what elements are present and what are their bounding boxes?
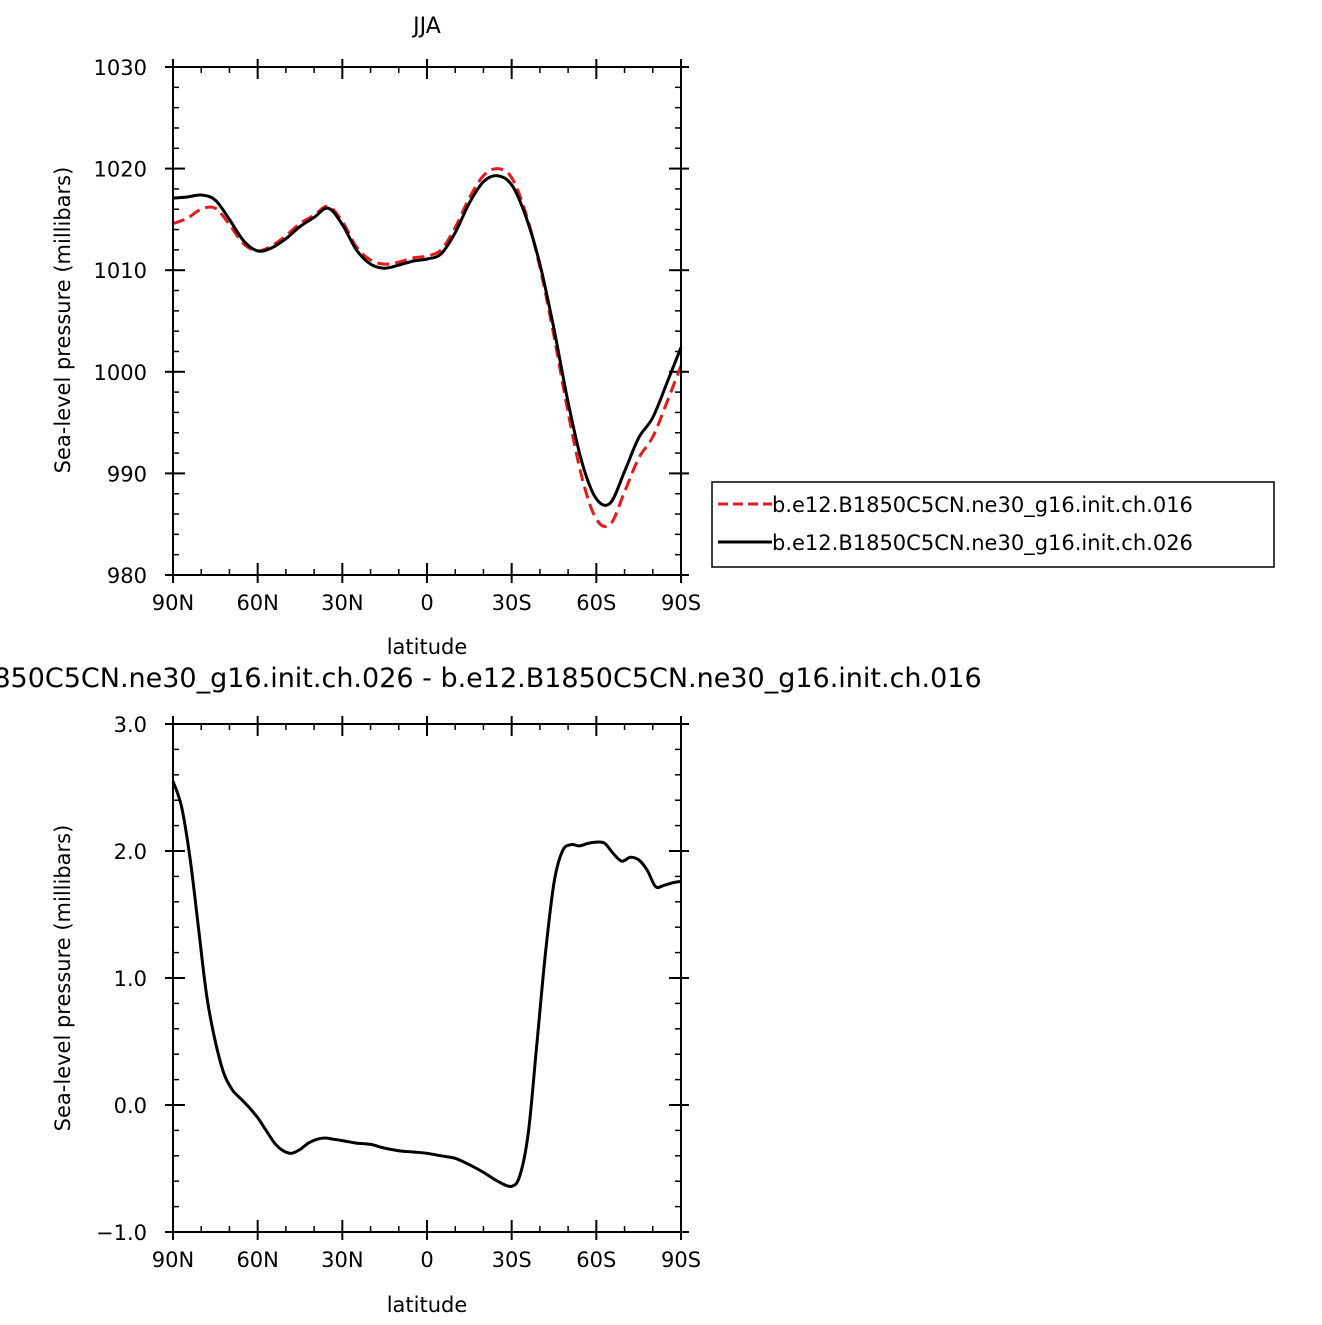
legend-entry-026: b.e12.B1850C5CN.ne30_g16.init.ch.026 xyxy=(772,531,1193,556)
bottom-y-axis-label: Sea-level pressure (millibars) xyxy=(51,825,75,1132)
legend-entry-016: b.e12.B1850C5CN.ne30_g16.init.ch.016 xyxy=(772,493,1193,518)
x-tick-label: 90N xyxy=(152,1248,194,1272)
bottom-plot-frame xyxy=(172,723,682,1233)
x-tick-label: 30N xyxy=(321,1248,363,1272)
series-line-0 xyxy=(171,780,682,1188)
top-x-axis-label: latitude xyxy=(387,635,468,659)
y-tick-label: 1010 xyxy=(94,259,147,283)
y-tick-label: 1020 xyxy=(94,158,147,182)
top-tick-labels: 90N 60N 30N 0 30S 60S 90S 1030 1020 1010 1000 990 98… xyxy=(94,56,701,615)
x-tick-label: 60S xyxy=(576,1248,616,1272)
top-y-axis-label: Sea-level pressure (millibars) xyxy=(51,167,75,474)
bottom-chart-title: b.e12.B1850C5CN.ne30_g16.init.ch.026 - b… xyxy=(0,663,982,694)
top-panel: JJA Sea-level pressure (millibars) latit… xyxy=(51,14,1275,659)
series-line-0 xyxy=(172,167,683,529)
y-tick-label: 0.0 xyxy=(114,1094,147,1118)
x-tick-label: 60N xyxy=(236,1248,278,1272)
bottom-panel: b.e12.B1850C5CN.ne30_g16.init.ch.026 - b… xyxy=(0,663,982,1317)
top-chart-title: JJA xyxy=(411,14,441,39)
y-tick-label: 980 xyxy=(107,564,147,588)
x-tick-label: 0 xyxy=(420,591,433,615)
x-tick-label: 90S xyxy=(661,1248,701,1272)
bottom-series-lines xyxy=(171,780,682,1188)
x-tick-label: 30S xyxy=(492,591,532,615)
series-line-1 xyxy=(172,174,683,507)
top-plot-frame xyxy=(172,66,682,576)
x-tick-label: 90N xyxy=(152,591,194,615)
top-series-lines xyxy=(172,167,683,529)
bottom-tick-labels: 90N 60N 30N 0 30S 60S 90S 3.0 2.0 1.0 0.0 −1.0 xyxy=(96,713,701,1272)
x-tick-label: 90S xyxy=(661,591,701,615)
y-tick-label: −1.0 xyxy=(96,1221,147,1245)
x-tick-label: 30N xyxy=(321,591,363,615)
y-tick-label: 3.0 xyxy=(114,713,147,737)
legend: b.e12.B1850C5CN.ne30_g16.init.ch.016 b.e… xyxy=(711,481,1275,568)
x-tick-label: 30S xyxy=(492,1248,532,1272)
y-tick-label: 1030 xyxy=(94,56,147,80)
y-tick-label: 1.0 xyxy=(114,967,147,991)
x-tick-label: 60N xyxy=(236,591,278,615)
bottom-x-axis-label: latitude xyxy=(387,1293,468,1317)
legend-box xyxy=(711,481,1275,568)
y-tick-label: 1000 xyxy=(94,361,147,385)
y-tick-label: 990 xyxy=(107,462,147,486)
x-tick-label: 0 xyxy=(420,1248,433,1272)
bottom-axis-ticks xyxy=(165,716,689,1240)
x-tick-label: 60S xyxy=(576,591,616,615)
y-tick-label: 2.0 xyxy=(114,840,147,864)
